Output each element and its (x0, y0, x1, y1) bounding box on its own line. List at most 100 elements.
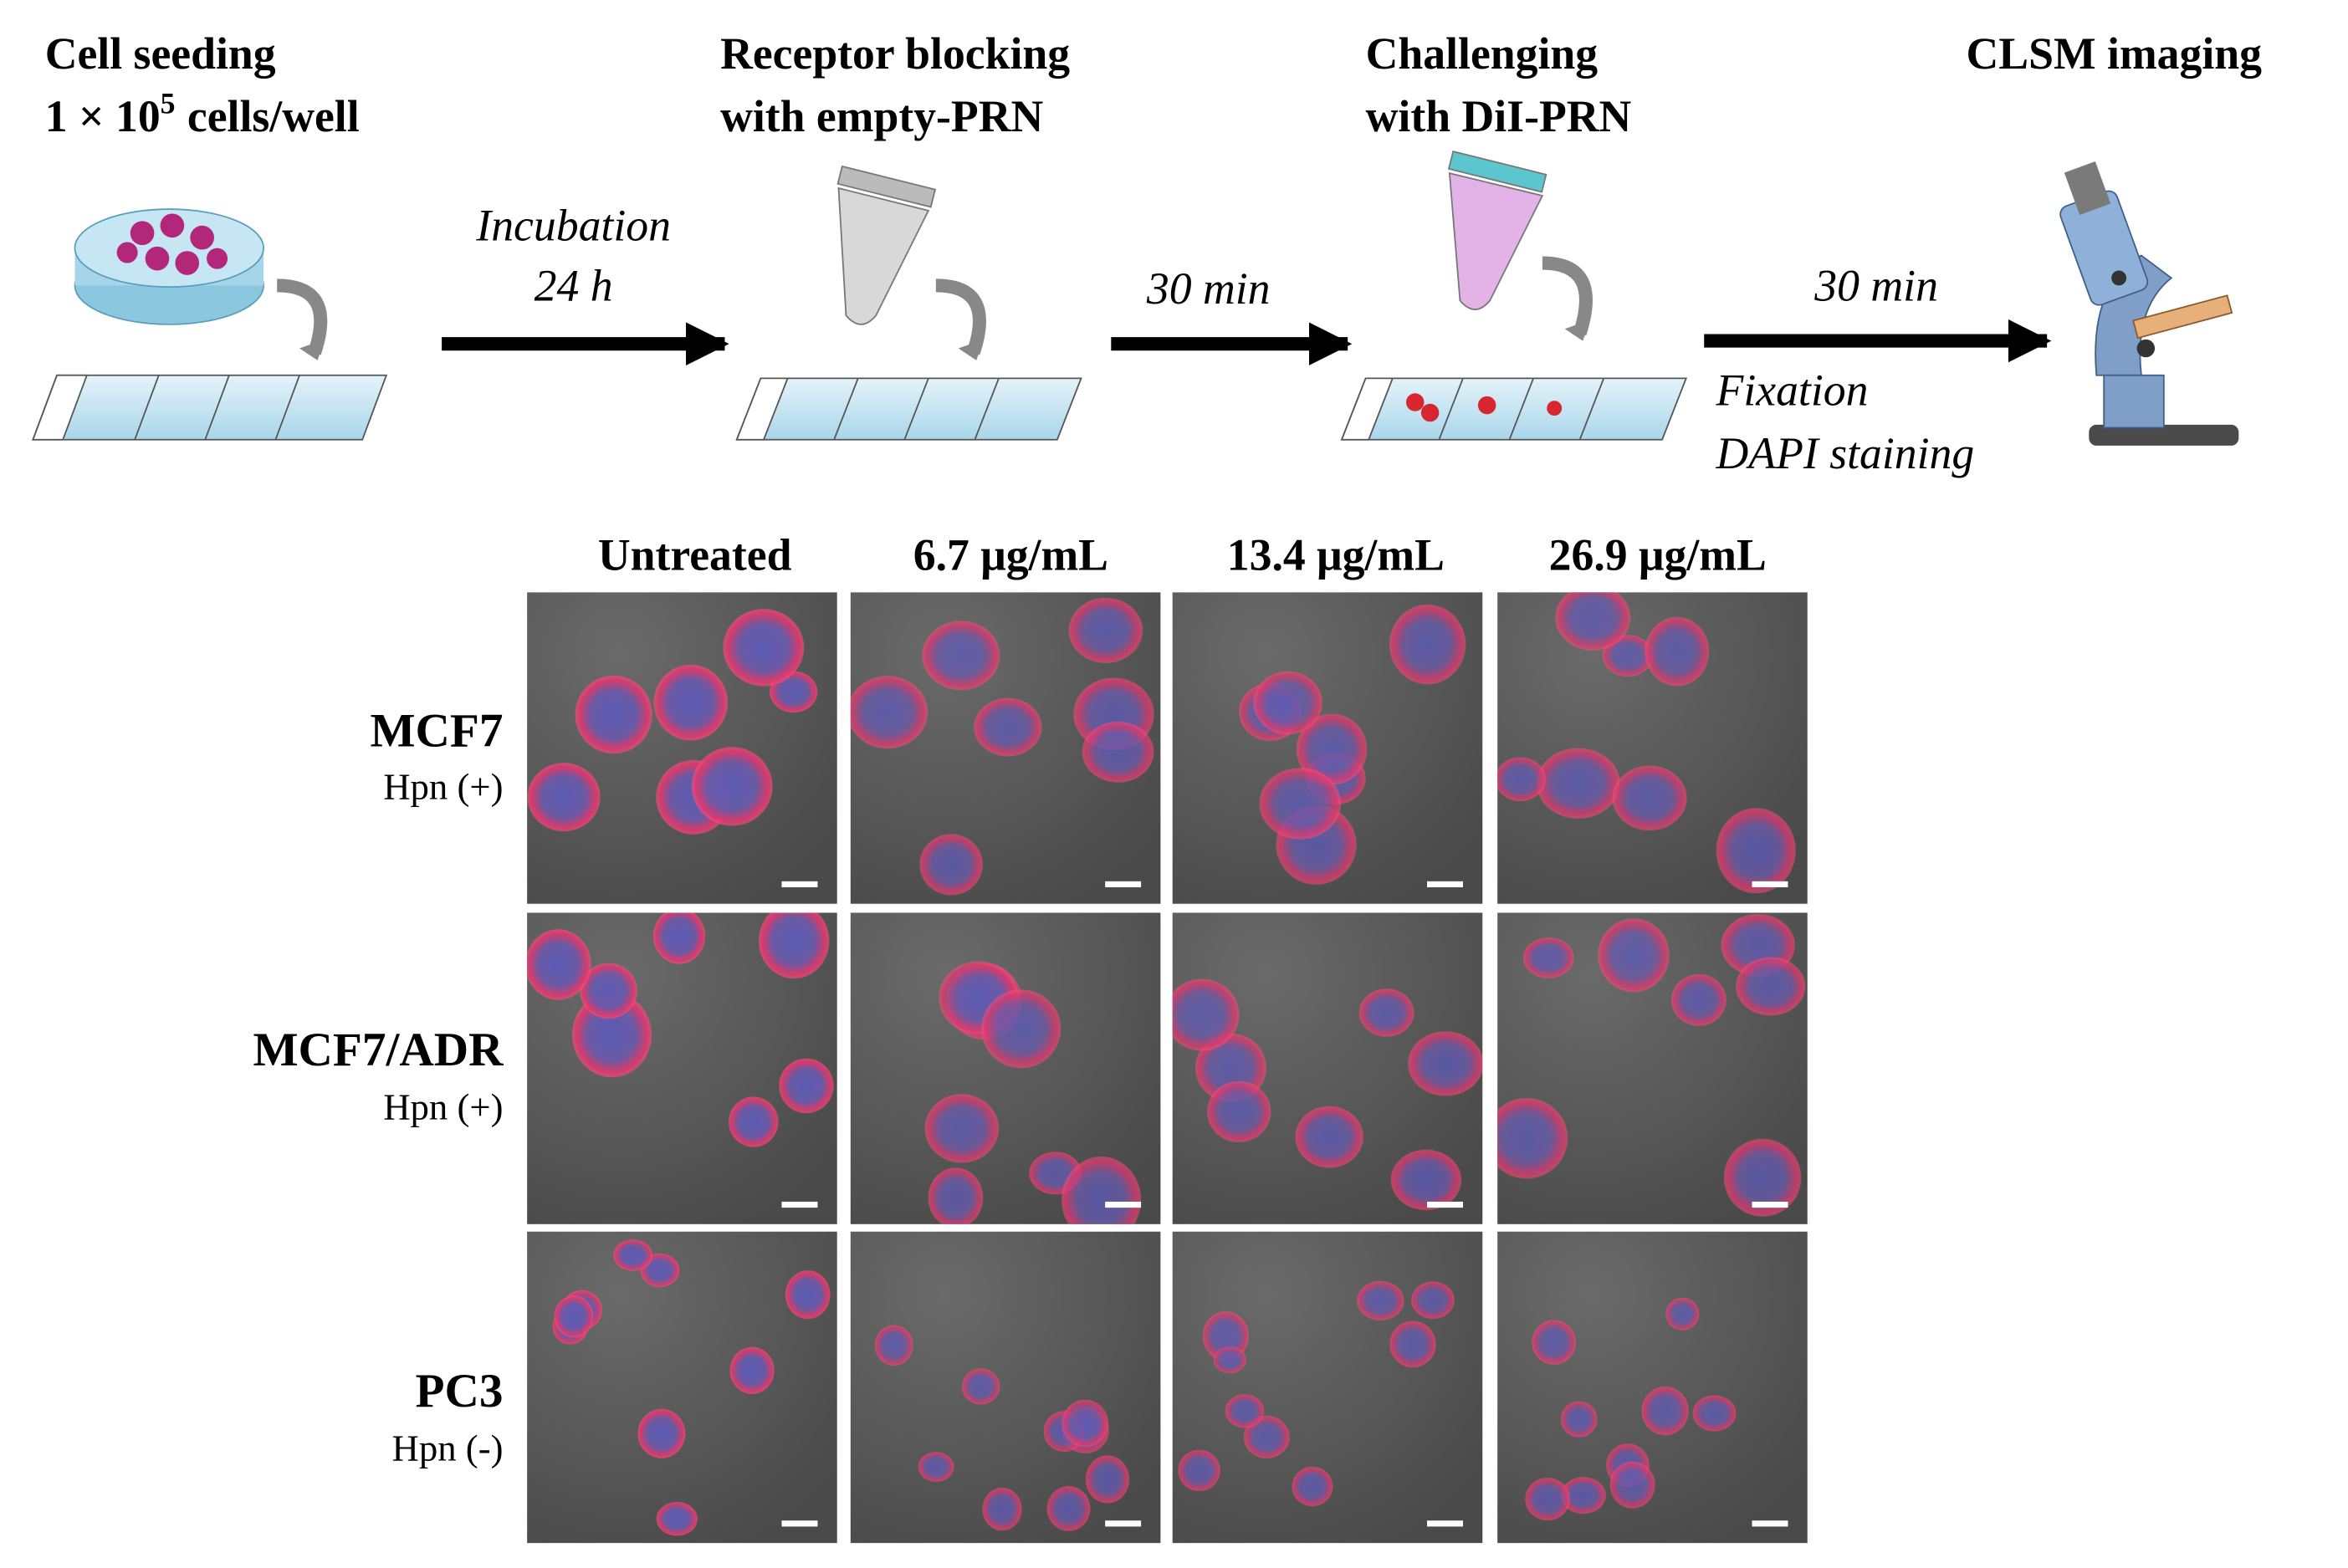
step-detail: 1 × 105 cells/well (45, 87, 360, 141)
curved-arrow-head (958, 339, 985, 360)
micrograph (527, 1231, 837, 1544)
cell (1612, 765, 1687, 831)
step-title: CLSM imaging (1967, 28, 2263, 79)
cell (1497, 757, 1546, 802)
cell (1178, 1449, 1220, 1492)
density-exponent: 5 (161, 87, 176, 120)
scale-bar (1752, 1201, 1788, 1208)
cell (918, 1452, 954, 1482)
cell (1085, 1455, 1130, 1504)
cell (922, 621, 1000, 691)
cell (1525, 1478, 1571, 1521)
cells (1178, 1280, 1455, 1507)
cell (1555, 592, 1631, 651)
column-header: 13.4 μg/mL (1227, 530, 1445, 580)
cell (1296, 713, 1368, 785)
cells (1525, 1297, 1737, 1521)
step-title: Receptor blocking (720, 28, 1070, 79)
cell (1172, 978, 1240, 1051)
cell (575, 675, 652, 754)
cell (1560, 1477, 1606, 1514)
image-grid (527, 592, 1808, 1544)
transition-label: Incubation (475, 201, 671, 251)
scale-bar (1427, 881, 1464, 888)
slide (32, 374, 388, 441)
micrograph (1497, 1231, 1808, 1544)
microscope (2059, 161, 2239, 446)
curved-arrow (935, 278, 986, 355)
micrograph (1172, 1231, 1483, 1544)
cell (1295, 1106, 1363, 1168)
cell (1068, 597, 1143, 663)
transition-note: DAPI staining (1716, 428, 1975, 478)
cell (1213, 1346, 1247, 1374)
cells (850, 597, 1154, 896)
scale-bar (1427, 1520, 1464, 1527)
slide (735, 377, 1082, 441)
micrograph (850, 592, 1161, 904)
curved-arrow-head (299, 339, 325, 360)
cell (1292, 1466, 1333, 1507)
cells (924, 961, 1142, 1224)
cell (785, 1270, 831, 1320)
scale-bar (781, 1201, 818, 1208)
cell (1358, 988, 1414, 1037)
cell (656, 1502, 698, 1536)
cell (1670, 973, 1726, 1026)
scale-bar (781, 881, 818, 888)
cell (1723, 1138, 1802, 1217)
cell (1253, 671, 1322, 735)
cell (1061, 1156, 1142, 1224)
scale-bar (1105, 881, 1142, 888)
row-name: PC3 (416, 1365, 504, 1417)
micrograph-background (527, 1231, 837, 1544)
cell (1560, 1401, 1598, 1438)
row-receptor: Hpn (+) (383, 765, 503, 807)
cell (982, 1487, 1022, 1531)
transition-label: 30 min (1146, 263, 1271, 314)
cell (1225, 1394, 1265, 1428)
cell (637, 1408, 686, 1458)
cell (652, 912, 706, 964)
cell (1411, 1281, 1455, 1320)
cell (653, 664, 729, 741)
cells (874, 1325, 1130, 1531)
cell (1206, 1080, 1271, 1143)
cell (691, 747, 773, 826)
curved-arrow (276, 278, 328, 355)
row-receptor: Hpn (-) (392, 1428, 504, 1469)
transition-label: 24 h (535, 260, 613, 310)
step-title: Cell seeding (45, 28, 276, 79)
cell (850, 676, 928, 749)
cell (1641, 1386, 1689, 1436)
cells (527, 912, 834, 1147)
curved-arrow (1542, 256, 1593, 336)
cell (613, 1239, 653, 1271)
cell (527, 763, 601, 832)
cell (1645, 616, 1710, 687)
cell (580, 963, 637, 1019)
cell (1532, 1320, 1577, 1365)
cell (981, 989, 1061, 1069)
cell (1602, 635, 1654, 677)
transition-label: 30 min (1813, 260, 1938, 310)
scale-bar (1105, 1520, 1142, 1527)
scale-bar (1105, 1201, 1142, 1208)
cell (1390, 1149, 1462, 1211)
step-detail: with empty-PRN (720, 91, 1043, 141)
cell (928, 1167, 984, 1224)
cell (1061, 1399, 1109, 1448)
cell (1497, 1097, 1568, 1179)
cell (1259, 768, 1342, 840)
micrograph (527, 592, 837, 904)
row-receptor: Hpn (+) (383, 1086, 503, 1128)
transition-note: Fixation (1716, 365, 1869, 416)
cell (919, 834, 983, 896)
curved-arrow-head (1564, 319, 1591, 341)
slide (1340, 377, 1688, 441)
step-detail: with DiI-PRN (1366, 91, 1632, 141)
cells (527, 609, 818, 835)
